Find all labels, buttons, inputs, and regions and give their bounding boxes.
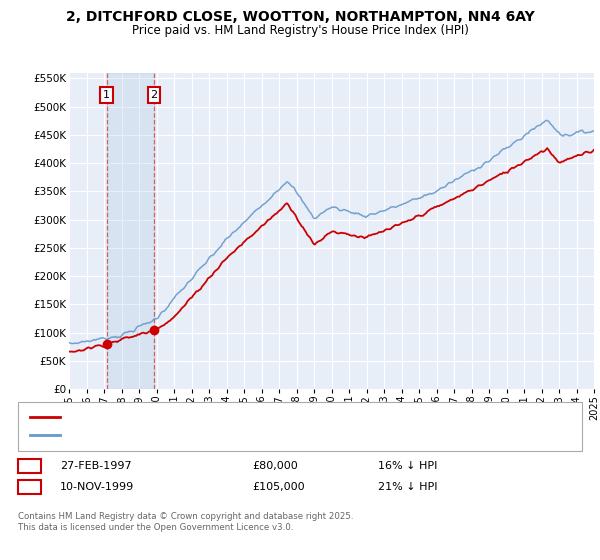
Text: Price paid vs. HM Land Registry's House Price Index (HPI): Price paid vs. HM Land Registry's House … xyxy=(131,24,469,37)
Text: £105,000: £105,000 xyxy=(252,482,305,492)
Bar xyxy=(107,73,154,389)
Text: 1: 1 xyxy=(103,90,110,100)
Text: 2, DITCHFORD CLOSE, WOOTTON, NORTHAMPTON, NN4 6AY: 2, DITCHFORD CLOSE, WOOTTON, NORTHAMPTON… xyxy=(65,10,535,24)
Text: 27-FEB-1997: 27-FEB-1997 xyxy=(60,461,131,471)
Text: 16% ↓ HPI: 16% ↓ HPI xyxy=(378,461,437,471)
Text: £80,000: £80,000 xyxy=(252,461,298,471)
Text: Contains HM Land Registry data © Crown copyright and database right 2025.
This d: Contains HM Land Registry data © Crown c… xyxy=(18,512,353,532)
Text: 21% ↓ HPI: 21% ↓ HPI xyxy=(378,482,437,492)
Text: 2: 2 xyxy=(25,480,34,494)
Text: 2: 2 xyxy=(151,90,157,100)
Text: 1: 1 xyxy=(25,459,34,473)
Text: HPI: Average price, detached house, West Northamptonshire: HPI: Average price, detached house, West… xyxy=(66,430,368,440)
Text: 2, DITCHFORD CLOSE, WOOTTON, NORTHAMPTON, NN4 6AY (detached house): 2, DITCHFORD CLOSE, WOOTTON, NORTHAMPTON… xyxy=(66,412,455,422)
Text: 10-NOV-1999: 10-NOV-1999 xyxy=(60,482,134,492)
